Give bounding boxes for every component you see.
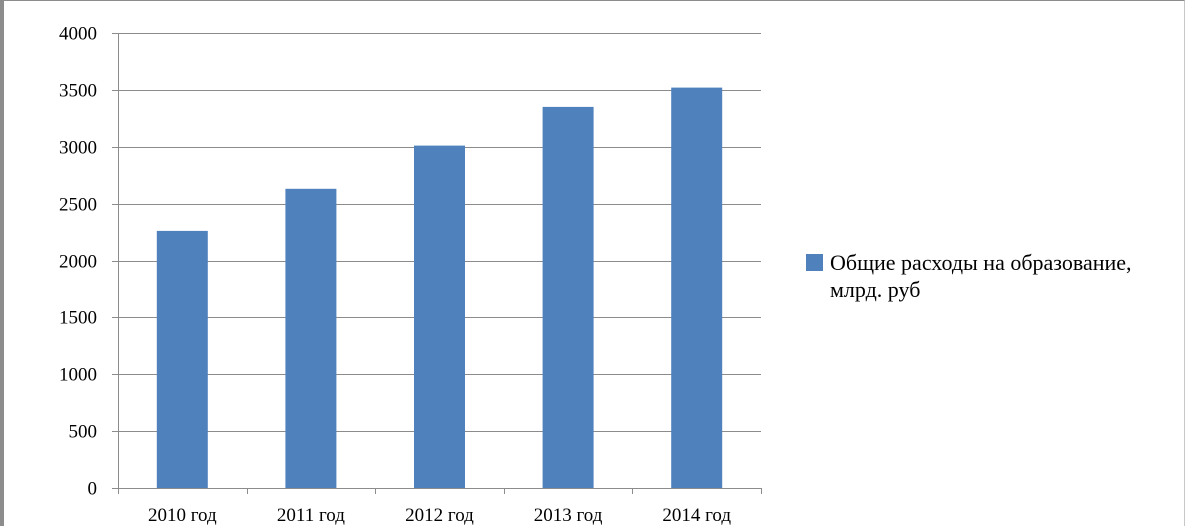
axes xyxy=(112,33,762,494)
x-tick-label: 2010 год xyxy=(148,505,217,526)
y-tick-label: 3000 xyxy=(59,138,97,159)
bar-2 xyxy=(285,188,337,489)
bar-1 xyxy=(156,230,208,488)
y-tick-label: 1500 xyxy=(59,308,97,329)
legend-swatch xyxy=(806,254,823,271)
legend: Общие расходы на образование, млрд. руб xyxy=(806,249,1166,303)
y-tick-label: 500 xyxy=(69,422,98,443)
bars xyxy=(156,87,723,489)
y-tick-label: 2500 xyxy=(59,195,97,216)
bar-5 xyxy=(671,87,723,488)
bar-4 xyxy=(542,106,594,489)
x-tick-label: 2013 год xyxy=(534,505,603,526)
x-tick-label: 2012 год xyxy=(405,505,474,526)
y-tick-label: 1000 xyxy=(59,365,97,386)
legend-label: Общие расходы на образование, млрд. руб xyxy=(830,250,1132,302)
y-tick-label: 3500 xyxy=(59,81,97,102)
x-tick-labels: 2010 год 2011 год 2012 год 2013 год 2014 год xyxy=(148,505,731,526)
y-tick-labels: 0 500 1000 1500 2000 2500 3000 3500 4000 xyxy=(59,24,97,500)
y-tick-label: 4000 xyxy=(59,24,97,45)
y-tick-label: 0 xyxy=(88,479,98,500)
x-tick-label: 2011 год xyxy=(277,505,345,526)
bar-3 xyxy=(414,145,465,488)
x-tick-label: 2014 год xyxy=(662,505,731,526)
y-tick-label: 2000 xyxy=(59,252,97,273)
